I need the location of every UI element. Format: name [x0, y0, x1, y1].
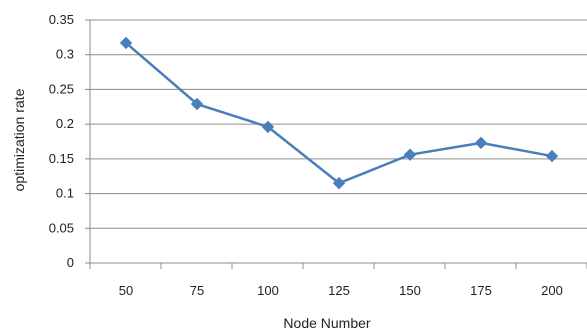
x-tick-label: 75	[190, 283, 204, 298]
series-line	[125, 41, 553, 185]
x-tick-label: 150	[399, 283, 421, 298]
x-tick-label: 200	[541, 283, 563, 298]
y-tick-label: 0.3	[56, 47, 74, 62]
y-tick-label: 0.25	[49, 81, 74, 96]
y-tick-label: 0.15	[49, 151, 74, 166]
y-tick-label: 0	[67, 255, 74, 270]
series	[119, 36, 559, 190]
data-point-marker	[545, 149, 559, 163]
grid-lines	[90, 19, 587, 229]
x-axis-title: Node Number	[283, 315, 370, 331]
axes	[85, 19, 587, 269]
y-tick-label: 0.1	[56, 186, 74, 201]
y-tick-label: 0.05	[49, 220, 74, 235]
data-point-marker	[474, 136, 488, 150]
y-tick-label: 0.2	[56, 116, 74, 131]
data-point-marker	[119, 36, 133, 50]
data-point-marker	[403, 148, 417, 161]
data-point-marker	[261, 120, 275, 134]
y-tick-labels: 0 0.05 0.1 0.15 0.2 0.25 0.3 0.35	[49, 12, 74, 270]
y-axis-title: optimization rate	[11, 88, 27, 191]
data-point-marker	[190, 97, 204, 111]
x-tick-label: 175	[470, 283, 492, 298]
data-point-marker	[332, 176, 346, 190]
x-tick-labels: 50 75 100 125 150 175 200	[119, 283, 563, 298]
x-tick-label: 125	[328, 283, 350, 298]
x-tick-label: 50	[119, 283, 133, 298]
x-tick-label: 100	[257, 283, 279, 298]
y-tick-label: 0.35	[49, 12, 74, 27]
